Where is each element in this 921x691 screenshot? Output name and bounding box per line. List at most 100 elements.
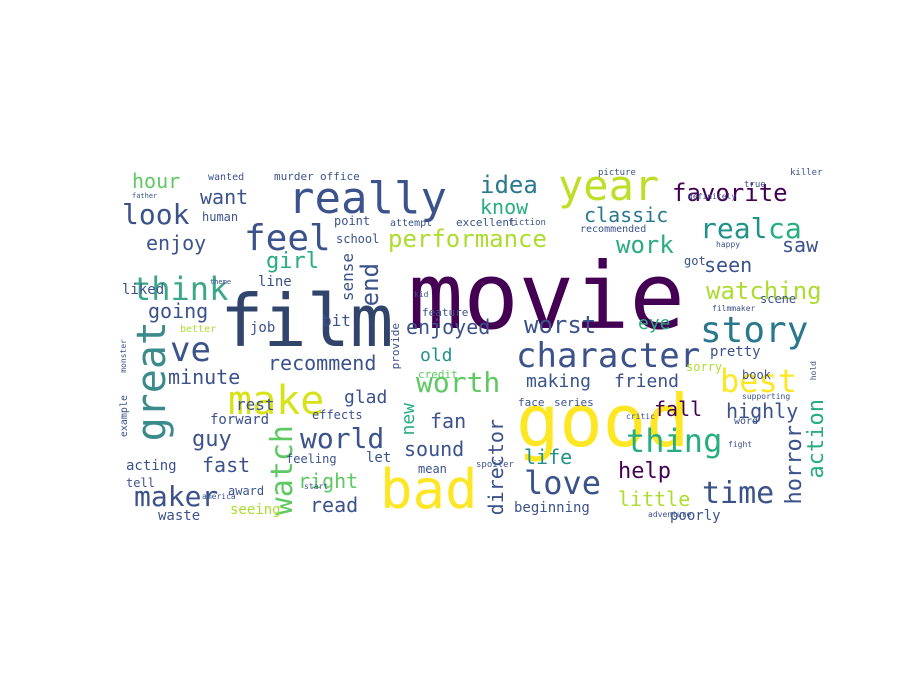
word-horror: horror [782,425,807,505]
word-saw: saw [782,233,819,257]
word-worst: worst [524,311,597,339]
word-attempt: attempt [390,218,433,229]
word-best: best [720,362,798,400]
word-worth: worth [416,366,501,399]
word-murder: murder [274,170,314,183]
word-great: great [129,321,175,442]
word-sorry: sorry [686,360,723,374]
word-seen: seen [704,253,753,277]
word-want: want [200,185,249,209]
word-right: right [298,469,359,493]
word-sound: sound [404,437,465,461]
word-acting: acting [126,458,177,474]
word-thing: thing [626,422,723,460]
word-guy: guy [192,427,232,452]
word-end: end [356,263,384,307]
word-feature: feature [422,306,469,319]
word-know: know [480,195,529,219]
word-fight: fight [728,440,753,449]
word-movie: movie [408,243,685,350]
word-little: little [618,487,691,511]
word-tell: tell [126,476,155,490]
word-monster: monster [119,339,128,373]
word-spoiler: spoiler [476,460,514,470]
word-rest: rest [236,395,275,414]
word-line: line [258,274,292,290]
word-new: new [398,403,419,436]
word-got: got [684,254,706,268]
word-feel: feel [244,218,331,259]
word-help: help [618,459,671,484]
word-ca: ca [768,212,802,245]
word-wanted: wanted [208,172,245,183]
word-excellent: excellent [456,216,516,229]
word-girl: girl [266,249,319,274]
word-glad: glad [344,387,388,408]
word-happy: happy [716,240,741,249]
word-human: human [202,210,239,224]
word-idea: idea [480,171,538,199]
word-classic: classic [584,203,669,227]
word-think: think [132,270,229,308]
word-pretty: pretty [710,344,761,360]
word-effects: effects [312,408,363,422]
word-theme: theme [210,278,232,286]
word-let: let [366,450,392,466]
word-eye: eye [638,313,671,334]
word-highly: highly [726,399,799,423]
word-beginning: beginning [514,500,590,516]
word-father: father [132,192,158,200]
word-life: life [524,445,573,469]
word-watching: watching [706,277,822,305]
word-sense: sense [338,253,357,302]
word-poorly: poorly [670,508,721,523]
word-office: office [320,170,360,183]
word-example: example [119,395,130,438]
word-action: action [804,399,828,479]
word-fall: fall [654,397,703,421]
word-liked: liked [122,282,165,298]
word-start: start [304,482,329,491]
word-word: word [734,416,759,427]
word-recommend: recommend [268,351,377,375]
word-feeling: feeling [286,452,337,466]
word-provide: provide [389,323,402,370]
word-film: film [220,279,394,363]
word-real: real [700,212,768,245]
word-bad: bad [380,458,478,521]
word-love: love [524,464,602,502]
word-seeing: seeing [230,502,281,518]
word-fiction: fiction [508,218,546,228]
word-kid: kid [414,290,429,299]
word-time: time [702,476,775,511]
word-favorite: favorite [672,179,788,207]
word-year: year [558,163,660,210]
word-make: make [228,378,325,424]
word-fan: fan [430,409,467,433]
word-good: good [516,379,690,463]
word-mean: mean [418,462,447,476]
word-look: look [122,198,190,231]
word-cloud: movie film good bad really year great ma… [118,163,828,523]
word-adventure: adventure [648,510,692,519]
word-maker: maker [134,480,219,513]
word-enjoyed: enjoyed [406,315,491,339]
word-supporting: supporting [742,392,791,401]
word-fast: fast [202,453,251,477]
word-going: going [148,299,209,323]
word-book: book [742,368,771,382]
word-killer: killer [790,168,823,178]
word-point: point [334,214,371,228]
word-minute: minute [168,365,241,389]
word-world: world [300,422,385,455]
word-face: face [518,396,545,409]
word-picture: picture [598,168,636,178]
word-critic: critic [626,412,655,421]
word-making: making [526,371,592,392]
word-story: story [700,310,809,351]
word-ve: ve [170,330,211,370]
word-definitely: definitely [688,192,737,201]
word-series: series [554,396,594,409]
word-enjoy: enjoy [146,231,207,255]
word-hold: hold [809,361,818,381]
